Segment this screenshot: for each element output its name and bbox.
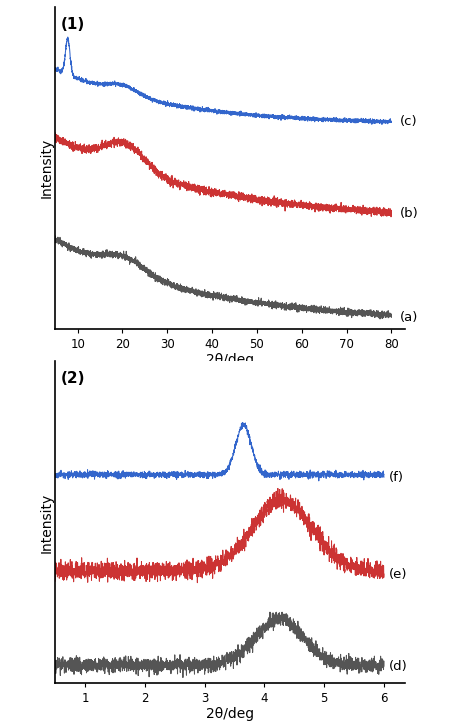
Text: (1): (1) bbox=[60, 17, 84, 32]
Text: (2): (2) bbox=[60, 371, 85, 386]
Text: (f): (f) bbox=[388, 470, 403, 483]
Text: (e): (e) bbox=[388, 568, 406, 581]
Text: (c): (c) bbox=[399, 115, 417, 128]
Text: (b): (b) bbox=[399, 206, 418, 220]
Text: (d): (d) bbox=[388, 659, 407, 672]
Y-axis label: Intensity: Intensity bbox=[40, 492, 54, 553]
X-axis label: 2θ/deg: 2θ/deg bbox=[206, 353, 253, 366]
X-axis label: 2θ/deg: 2θ/deg bbox=[206, 707, 253, 720]
Text: (a): (a) bbox=[399, 311, 418, 324]
Y-axis label: Intensity: Intensity bbox=[40, 138, 54, 198]
